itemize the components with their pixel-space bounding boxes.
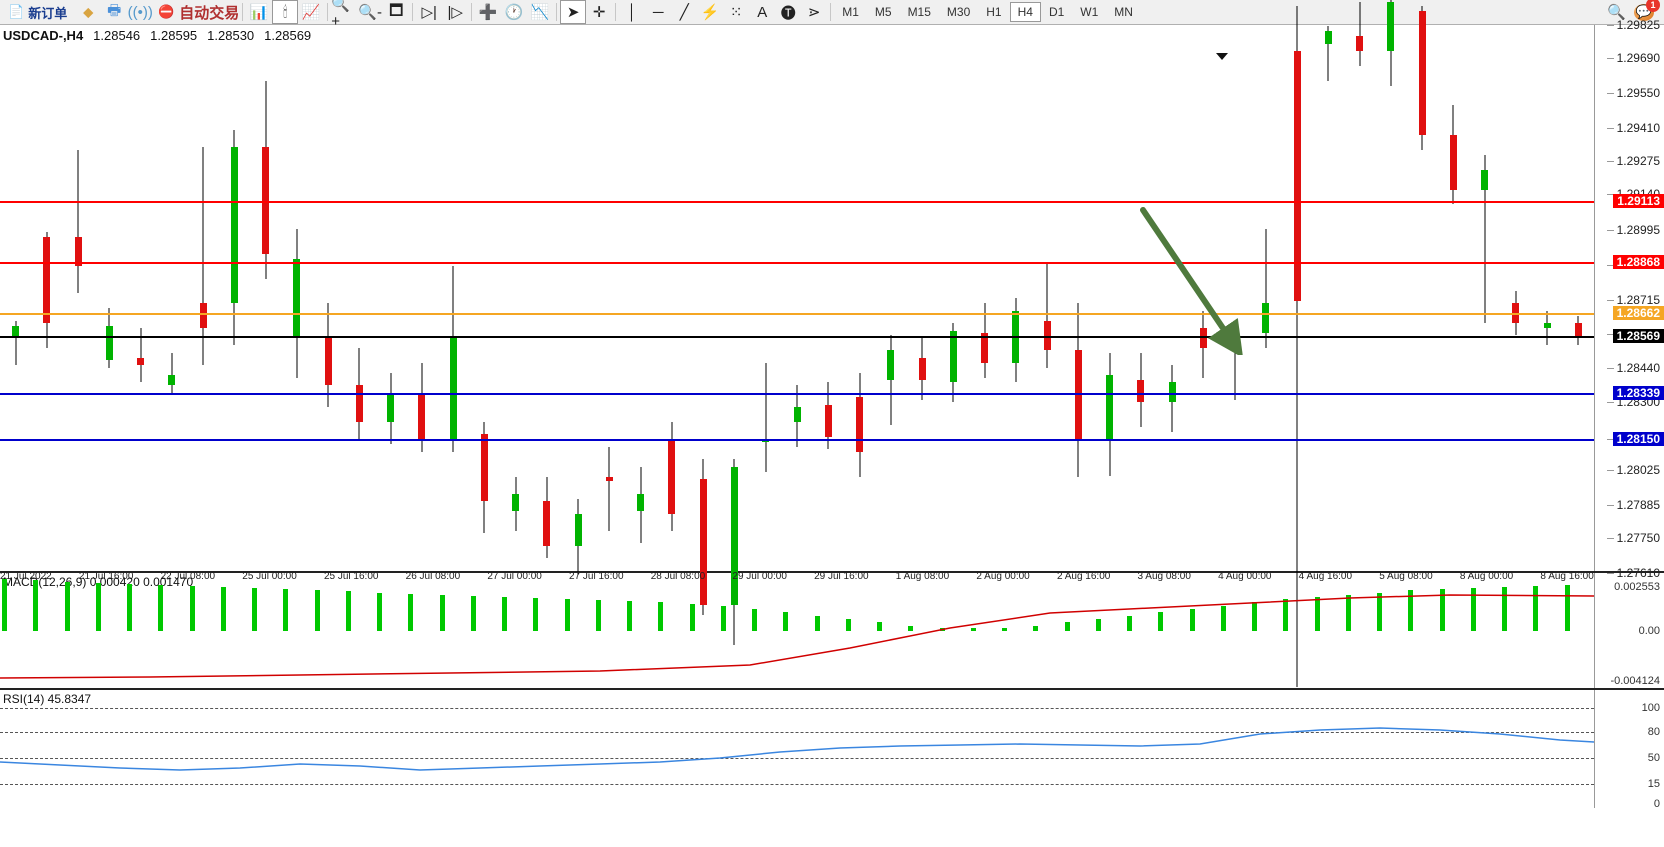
candle-chart-icon-button[interactable]: 🕯 [272,0,298,24]
ohlc-low: 1.28530 [207,28,254,43]
price-line-label-1.2815: 1.28150 [1613,432,1664,446]
line-chart-icon-button[interactable]: 📈 [298,0,324,24]
support-resistance-line-1.29113[interactable] [0,201,1594,203]
ohlc-close: 1.28569 [264,28,311,43]
notification-count: 1 [1646,0,1660,12]
price-line-label-1.28868: 1.28868 [1613,255,1664,269]
price-tick-1.2775: 1.27750 [1617,531,1660,545]
trend-arrow-annotation[interactable] [1138,205,1248,355]
timeframe-button-m30[interactable]: M30 [939,2,978,22]
horizontal-line-tool-button[interactable]: ─ [645,0,671,24]
price-chart-panel[interactable]: USDCAD-,H4 1.28546 1.28595 1.28530 1.285… [0,25,1664,573]
price-tick-1.29275: 1.29275 [1617,154,1660,168]
rsi-plot-area[interactable] [0,690,1594,808]
price-line-label-1.28569: 1.28569 [1613,329,1664,343]
macd-indicator-panel[interactable]: MACD(12,26,9) 0.000420 0.001470 0.002553… [0,573,1664,690]
price-line-label-1.29113: 1.29113 [1613,194,1664,208]
new-order-icon: 📄 [8,4,24,20]
support-resistance-line-1.28868[interactable] [0,262,1594,264]
ohlc-high: 1.28595 [150,28,197,43]
timeframe-button-m15[interactable]: M15 [900,2,939,22]
timeframe-button-m1[interactable]: M1 [834,2,867,22]
connect-icon-button[interactable]: ((•)) [127,0,153,24]
price-line-label-1.28662: 1.28662 [1613,306,1664,320]
trendline-tool-button[interactable]: ╱ [671,0,697,24]
add-new-button[interactable]: ➕ [475,0,501,24]
support-resistance-line-1.28339[interactable] [0,393,1594,395]
rsi-indicator-panel[interactable]: RSI(14) 45.8347 100 80 50 15 0 [0,690,1664,808]
new-order-button[interactable]: 📄 新订单 [0,3,75,22]
dots-tool-button[interactable]: ⁙ [723,0,749,24]
price-tick-1.28995: 1.28995 [1617,223,1660,237]
autotrade-icon-button[interactable]: ⛔ [153,0,179,24]
new-order-label: 新订单 [28,3,67,22]
text-box-tool-button[interactable]: 🅣 [775,0,801,24]
price-tick-1.2941: 1.29410 [1617,121,1660,135]
price-tick-1.28025: 1.28025 [1617,463,1660,477]
price-tick-1.29825: 1.29825 [1617,18,1660,32]
support-resistance-line-1.2815[interactable] [0,439,1594,441]
time-button[interactable]: 🕐 [501,0,527,24]
support-resistance-line-1.28569[interactable] [0,336,1594,338]
timeframe-button-mn[interactable]: MN [1106,2,1141,22]
autotrade-label[interactable]: 自动交易 [179,0,239,24]
macd-zero-tick: 0.00 [1639,625,1660,637]
rsi-50-tick: 50 [1648,752,1660,764]
timeframe-button-h1[interactable]: H1 [978,2,1009,22]
macd-axis[interactable]: 0.002553 0.00 -0.004124 [1594,573,1664,688]
fib-tool-button[interactable]: ⚡ [697,0,723,24]
price-axis[interactable]: 1.29825 1.29690 1.29550 1.29410 1.29275 1.291… [1594,25,1664,571]
symbol-name: USDCAD-,H4 [3,28,83,43]
bar-chart-icon-button[interactable]: 📊 [246,0,272,24]
zoom-in-button[interactable]: 🔍+ [331,0,357,24]
vertical-line-tool-button[interactable]: │ [619,0,645,24]
price-tick-1.2955: 1.29550 [1617,86,1660,100]
timeframe-button-m5[interactable]: M5 [867,2,900,22]
price-tick-1.27885: 1.27885 [1617,498,1660,512]
prev-button[interactable]: ▷| [416,0,442,24]
cursor-tool-button[interactable]: ➤ [560,0,586,24]
rsi-axis[interactable]: 100 80 50 15 0 [1594,690,1664,808]
indicators-button[interactable]: 📉 [527,0,553,24]
macd-min-tick: -0.004124 [1610,675,1660,687]
print-icon-button[interactable]: 🖶 [101,0,127,24]
price-tick-1.28715: 1.28715 [1617,293,1660,307]
zoom-out-button[interactable]: 🔍- [357,0,383,24]
price-tick-1.2844: 1.28440 [1617,361,1660,375]
ohlc-open: 1.28546 [93,28,140,43]
symbol-info-label: USDCAD-,H4 1.28546 1.28595 1.28530 1.285… [3,28,311,43]
macd-plot-area[interactable] [0,573,1594,688]
timeframe-button-d1[interactable]: D1 [1041,2,1072,22]
timeframe-button-w1[interactable]: W1 [1072,2,1106,22]
save-icon-button[interactable]: ⬥ [75,0,101,24]
price-line-label-1.28339: 1.28339 [1613,386,1664,400]
rsi-15-tick: 15 [1648,778,1660,790]
rsi-0-tick: 0 [1654,798,1660,810]
rsi-80-tick: 80 [1648,726,1660,738]
timeframe-button-h4[interactable]: H4 [1010,2,1041,22]
macd-signal-line[interactable] [0,573,1594,690]
rsi-100-tick: 100 [1642,702,1660,714]
next-button[interactable]: |▷ [442,0,468,24]
support-resistance-line-1.28662[interactable] [0,313,1594,315]
rsi-line[interactable] [0,690,1594,808]
macd-max-tick: 0.002553 [1614,581,1660,593]
candlestick-area[interactable] [0,25,1594,571]
more-tools-button[interactable]: ⋗ [801,0,827,24]
chart-grid-button[interactable]: 🗖 [383,0,409,24]
main-toolbar: 📄 新订单 ⬥ 🖶 ((•)) ⛔ 自动交易 📊 🕯 📈 🔍+ 🔍- 🗖 ▷| … [0,0,1664,25]
price-tick-1.2969: 1.29690 [1617,51,1660,65]
crosshair-tool-button[interactable]: ✛ [586,0,612,24]
text-tool-button[interactable]: A [749,0,775,24]
